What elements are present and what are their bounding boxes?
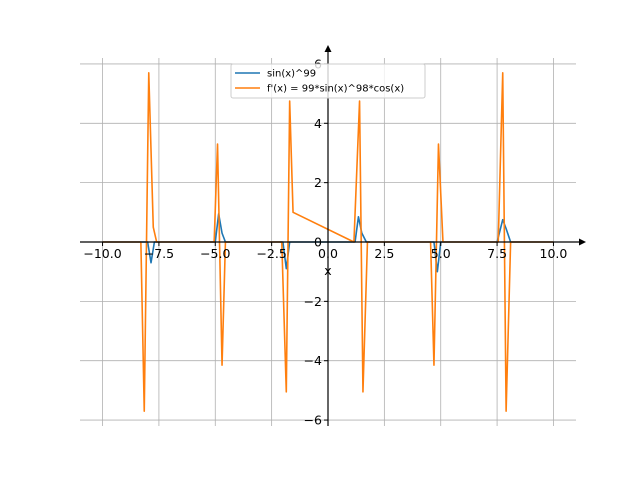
x-tick-label: −5.0: [200, 246, 230, 261]
x-tick-label: 10.0: [540, 246, 568, 261]
x-tick-label: 5.0: [431, 246, 451, 261]
x-tick-label: 7.5: [487, 246, 507, 261]
y-tick-label: −6: [304, 413, 322, 428]
y-tick-label: −4: [304, 353, 322, 368]
y-tick-label: 0: [314, 235, 322, 250]
y-tick-label: −2: [304, 294, 322, 309]
legend-box: [230, 63, 426, 99]
x-axis-arrow: [579, 238, 586, 246]
legend: sin(x)^99 f'(x) = 99*sin(x)^98*cos(x): [230, 63, 426, 99]
x-tick-label: 0.0: [318, 246, 338, 261]
y-tick-label: 4: [314, 116, 322, 131]
x-tick-label: −7.5: [144, 246, 174, 261]
y-tick-label: 2: [314, 175, 322, 190]
legend-label-series-1: sin(x)^99: [267, 69, 316, 80]
legend-label-series-2: f'(x) = 99*sin(x)^98*cos(x): [267, 84, 404, 95]
x-axis-label: x: [324, 263, 331, 278]
x-tick-label: 2.5: [374, 246, 394, 261]
y-axis-arrow: [324, 45, 332, 52]
x-tick-label: −10.0: [83, 246, 121, 261]
x-tick-label: −2.5: [256, 246, 286, 261]
tick-labels: −10.0 −7.5 −5.0 −2.5 0.0 2.5 5.0 7.5 10.0 −6 −4 −2 0…: [83, 56, 567, 427]
